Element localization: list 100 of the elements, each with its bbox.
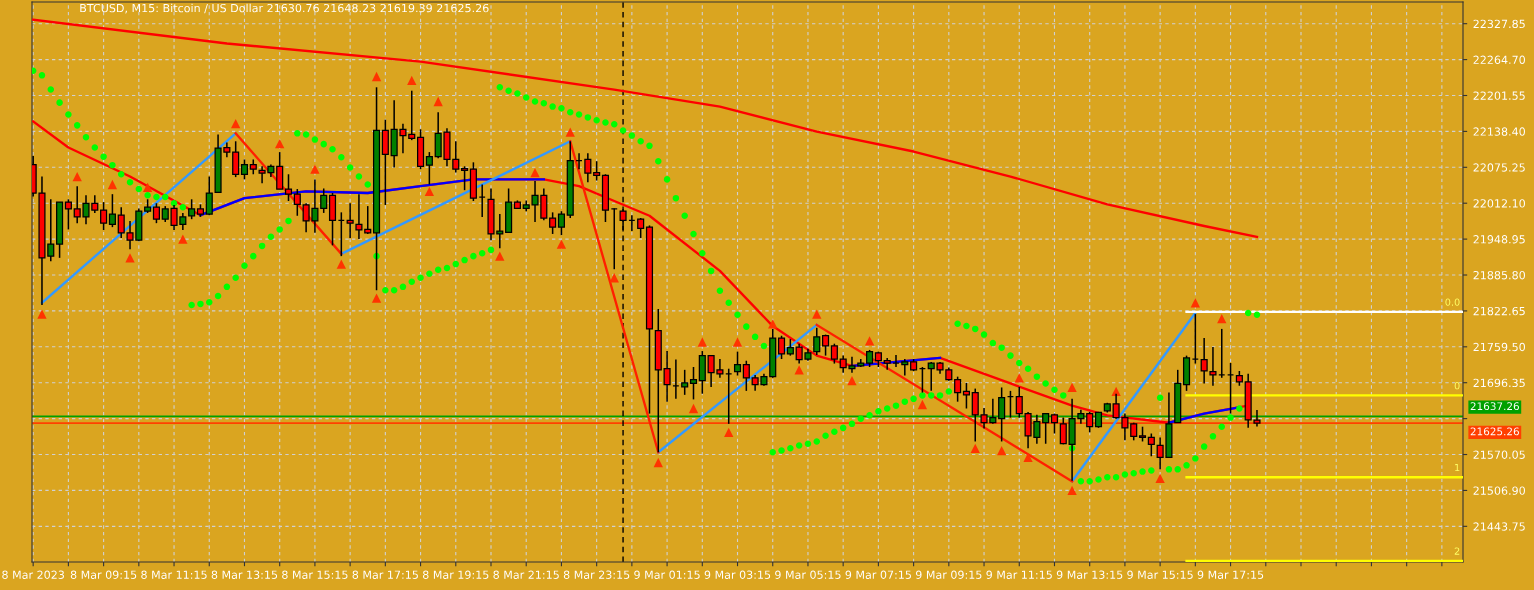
point (653, 457, 663, 468)
candlestick (108, 193, 116, 228)
candlestick (276, 151, 284, 190)
candlestick (240, 158, 249, 181)
candlestick (346, 202, 354, 239)
ref-line-label: 21637.26 (1470, 402, 1519, 411)
point (495, 251, 505, 261)
candlestick (100, 201, 108, 231)
point (336, 259, 346, 269)
point (530, 167, 540, 178)
point (125, 253, 135, 263)
annotation: 0 (1454, 382, 1460, 390)
y-tick-label: 21443.75 (1473, 522, 1525, 531)
candlestick (954, 375, 962, 403)
x-tick-label: 9 Mar 11:15 (986, 570, 1052, 579)
x-tick-label: 9 Mar 15:15 (1127, 570, 1193, 579)
candlestick (830, 342, 838, 365)
y-tick-label: 21822.65 (1473, 306, 1525, 316)
point (697, 337, 707, 347)
candlestick (1147, 432, 1155, 458)
point (732, 337, 743, 347)
point (107, 179, 118, 190)
y-tick-label: 22012.10 (1473, 199, 1525, 208)
x-tick-label: 8 Mar 19:15 (422, 570, 489, 579)
x-tick-label: 8 Mar 2023 (2, 570, 64, 579)
y-tick-label: 22264.70 (1473, 55, 1525, 64)
candlestick (64, 198, 72, 231)
point (1067, 382, 1077, 393)
y-tick-label: 21885.80 (1473, 270, 1525, 280)
point (178, 234, 188, 244)
candlestick (813, 327, 821, 356)
y-tick-label: 21696.35 (1473, 378, 1525, 388)
point (407, 75, 417, 86)
point (794, 365, 804, 375)
candlestick (681, 369, 689, 396)
x-tick-label: 9 Mar 17:15 (1197, 570, 1264, 579)
x-tick-label: 8 Mar 13:15 (211, 570, 278, 579)
annotation: 0.0 (1445, 298, 1460, 306)
annotation: 1 (1455, 464, 1460, 472)
x-tick-label: 8 Mar 23:15 (563, 570, 630, 579)
candlestick (663, 350, 671, 403)
point (724, 427, 734, 438)
point (275, 138, 285, 149)
candlestick (284, 173, 293, 202)
candlestick (689, 366, 698, 401)
x-tick-label: 9 Mar 05:15 (775, 570, 841, 579)
point (371, 293, 382, 303)
y-tick-label: 21570.05 (1473, 450, 1525, 459)
point (1023, 452, 1033, 463)
point (847, 375, 857, 386)
point (433, 96, 443, 107)
candlestick (637, 217, 645, 239)
x-tick-label: 9 Mar 07:15 (845, 570, 911, 579)
point (72, 171, 82, 182)
candlestick (962, 382, 970, 410)
annotation: 2 (1454, 547, 1460, 555)
chart-title: BTCUSD, M15: Bitcoin / US Dollar 21630.76 21648.23 21619.39 21625.26 (80, 3, 489, 14)
x-tick-label: 9 Mar 03:15 (704, 570, 771, 579)
ref-line-label: 21625.26 (1470, 427, 1519, 436)
candlestick (998, 386, 1006, 443)
candlestick (152, 202, 160, 224)
candlestick (381, 118, 389, 206)
candlestick (188, 198, 196, 220)
x-tick-label: 9 Mar 01:15 (634, 570, 700, 579)
candlestick (549, 211, 557, 235)
point (37, 309, 47, 319)
candlestick (777, 334, 786, 360)
candlestick (584, 152, 592, 183)
y-tick-label: 22201.55 (1473, 91, 1525, 100)
point (142, 182, 153, 192)
point (310, 164, 320, 174)
x-tick-label: 8 Mar 21:15 (493, 570, 559, 579)
point (565, 127, 575, 137)
candlestick (461, 165, 469, 191)
candlestick (425, 151, 433, 186)
point (1190, 298, 1201, 308)
y-tick-label: 22327.85 (1473, 19, 1525, 29)
point (970, 443, 980, 453)
point (231, 119, 241, 129)
point (917, 399, 928, 410)
point (812, 309, 822, 319)
y-tick-label: 21759.50 (1473, 342, 1525, 352)
point (1155, 473, 1165, 484)
candlestick (1059, 416, 1067, 446)
point (1067, 485, 1077, 496)
point (688, 403, 699, 414)
candlestick (733, 350, 742, 377)
candlestick (1042, 412, 1050, 445)
x-tick-label: 8 Mar 15:15 (282, 570, 348, 579)
point (996, 445, 1007, 456)
candlestick (320, 187, 328, 214)
x-tick-label: 9 Mar 13:15 (1056, 570, 1123, 579)
y-tick-label: 22138.40 (1473, 127, 1525, 136)
point (424, 186, 435, 196)
point (556, 239, 567, 249)
x-tick-label: 8 Mar 17:15 (352, 570, 418, 579)
candlestick (593, 160, 601, 182)
y-tick-label: 22075.25 (1473, 163, 1525, 172)
candlestick (293, 188, 301, 217)
x-tick-label: 9 Mar 09:15 (915, 570, 982, 579)
